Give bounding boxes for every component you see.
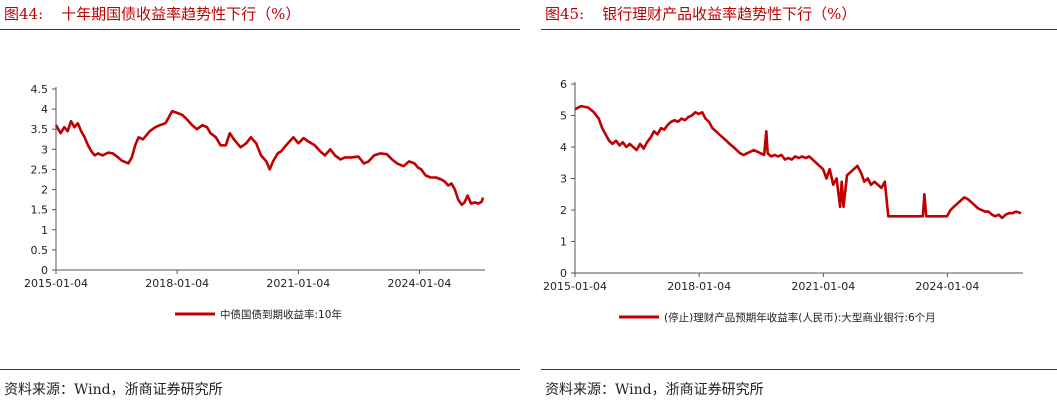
- y-tick-label: 5: [560, 110, 567, 123]
- x-tick-label: 2021-01-04: [266, 277, 330, 290]
- y-tick-label: 1: [41, 224, 48, 237]
- legend-label: (停止)理财产品预期年收益率(人民币):大型商业银行:6个月: [664, 311, 936, 324]
- y-tick-label: 1: [560, 236, 567, 249]
- y-tick-label: 3.5: [31, 123, 49, 136]
- y-tick-label: 0.5: [31, 244, 49, 257]
- figure-title-text: 十年期国债收益率趋势性下行（%）: [61, 5, 301, 23]
- y-tick-label: 0: [560, 267, 567, 280]
- figure-panel-right: 图45: 银行理财产品收益率趋势性下行（%） 0 1 2 3 4 5 6 2015-01-04 2…: [541, 0, 1057, 403]
- figure-number: 图44:: [4, 5, 44, 23]
- figure-panel-left: 图44: 十年期国债收益率趋势性下行（%） 0 0.5 1 1.5 2 2.5 3 3.5 4 4.…: [0, 0, 520, 403]
- x-tick-label: 2018-01-04: [145, 277, 209, 290]
- x-tick-label: 2018-01-04: [667, 280, 731, 293]
- y-tick-label: 1.5: [31, 204, 49, 217]
- y-tick-label: 2: [560, 204, 567, 217]
- y-tick-label: 4: [560, 141, 567, 154]
- wealth-product-yield-chart: 0 1 2 3 4 5 6 2015-01-04 2018-01-04 2021-01-04 202…: [543, 78, 1023, 324]
- legend-label: 中债国债到期收益率:10年: [220, 308, 342, 321]
- source-note: 资料来源：Wind，浙商证券研究所: [4, 382, 223, 398]
- yield-chart-10y: 0 0.5 1 1.5 2 2.5 3 3.5 4 4.5 2015-01-04 2018-01-04…: [24, 83, 485, 321]
- source-divider: [541, 369, 1057, 370]
- y-tick-label: 6: [560, 78, 567, 91]
- figure-title: 图44: 十年期国债收益率趋势性下行（%）: [4, 3, 300, 24]
- source-note: 资料来源：Wind，浙商证券研究所: [545, 382, 764, 398]
- y-tick-label: 2: [41, 184, 48, 197]
- x-tick-label: 2024-01-04: [387, 277, 451, 290]
- figure-number: 图45:: [545, 5, 585, 23]
- x-tick-label: 2021-01-04: [791, 280, 855, 293]
- series-line: [54, 109, 485, 207]
- x-tick-label: 2015-01-04: [543, 280, 607, 293]
- y-tick-label: 3: [41, 143, 48, 156]
- y-tick-label: 4.5: [31, 83, 49, 96]
- y-tick-label: 0: [41, 264, 48, 277]
- y-tick-label: 4: [41, 103, 48, 116]
- figure-title-text: 银行理财产品收益率趋势性下行（%）: [602, 5, 857, 23]
- y-tick-label: 3: [560, 173, 567, 186]
- x-tick-label: 2015-01-04: [24, 277, 88, 290]
- source-divider: [0, 369, 520, 370]
- figure-title: 图45: 银行理财产品收益率趋势性下行（%）: [545, 3, 856, 24]
- title-divider: [0, 29, 520, 30]
- series-line: [574, 104, 1022, 220]
- y-tick-label: 2.5: [31, 163, 49, 176]
- x-tick-label: 2024-01-04: [915, 280, 979, 293]
- title-divider: [541, 29, 1057, 30]
